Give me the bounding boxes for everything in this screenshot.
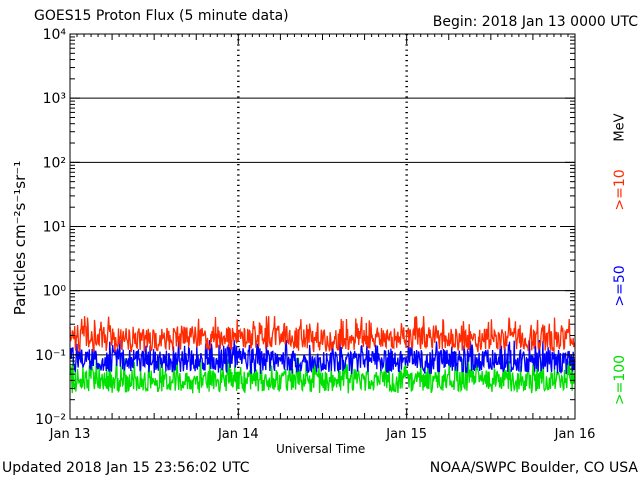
y-tick-label: 10⁻¹ bbox=[35, 348, 66, 364]
y-tick-label: 10⁻² bbox=[35, 412, 66, 428]
axis-labels: 10⁻² 10⁻¹ 10⁰ 10¹ 10² 10³ 10⁴ Jan 13 Jan 14 Jan 1… bbox=[35, 27, 595, 442]
series-line-ge10 bbox=[69, 315, 576, 353]
legend-entry-100: >=100 bbox=[612, 354, 628, 406]
y-tick-label: 10³ bbox=[43, 91, 66, 107]
y-axis-label: Particles cm⁻²s⁻¹sr⁻¹ bbox=[11, 160, 29, 316]
x-tick-label: Jan 14 bbox=[217, 427, 259, 442]
credit-line: NOAA/SWPC Boulder, CO USA bbox=[429, 460, 638, 476]
begin-time: Begin: 2018 Jan 13 0000 UTC bbox=[432, 14, 638, 30]
legend-entry-50: >=50 bbox=[612, 265, 628, 307]
chart-title: GOES15 Proton Flux (5 minute data) bbox=[34, 8, 289, 24]
axes bbox=[69, 33, 576, 420]
x-tick-label: Jan 16 bbox=[554, 427, 596, 442]
series-line-ge100 bbox=[69, 357, 576, 394]
y-tick-label: 10² bbox=[43, 155, 66, 171]
y-tick-label: 10¹ bbox=[43, 220, 66, 236]
y-tick-label: 10⁴ bbox=[43, 27, 67, 43]
legend-entry-10: >=10 bbox=[612, 169, 628, 211]
updated-timestamp: Updated 2018 Jan 15 23:56:02 UTC bbox=[2, 460, 250, 476]
y-tick-label: 10⁰ bbox=[43, 284, 67, 300]
series-line-ge50 bbox=[69, 339, 576, 375]
series-lines bbox=[69, 315, 576, 394]
legend-unit: MeV bbox=[612, 113, 628, 142]
x-tick-label: Jan 13 bbox=[49, 427, 91, 442]
x-tick-label: Jan 15 bbox=[385, 427, 427, 442]
x-axis-label: Universal Time bbox=[276, 442, 366, 456]
